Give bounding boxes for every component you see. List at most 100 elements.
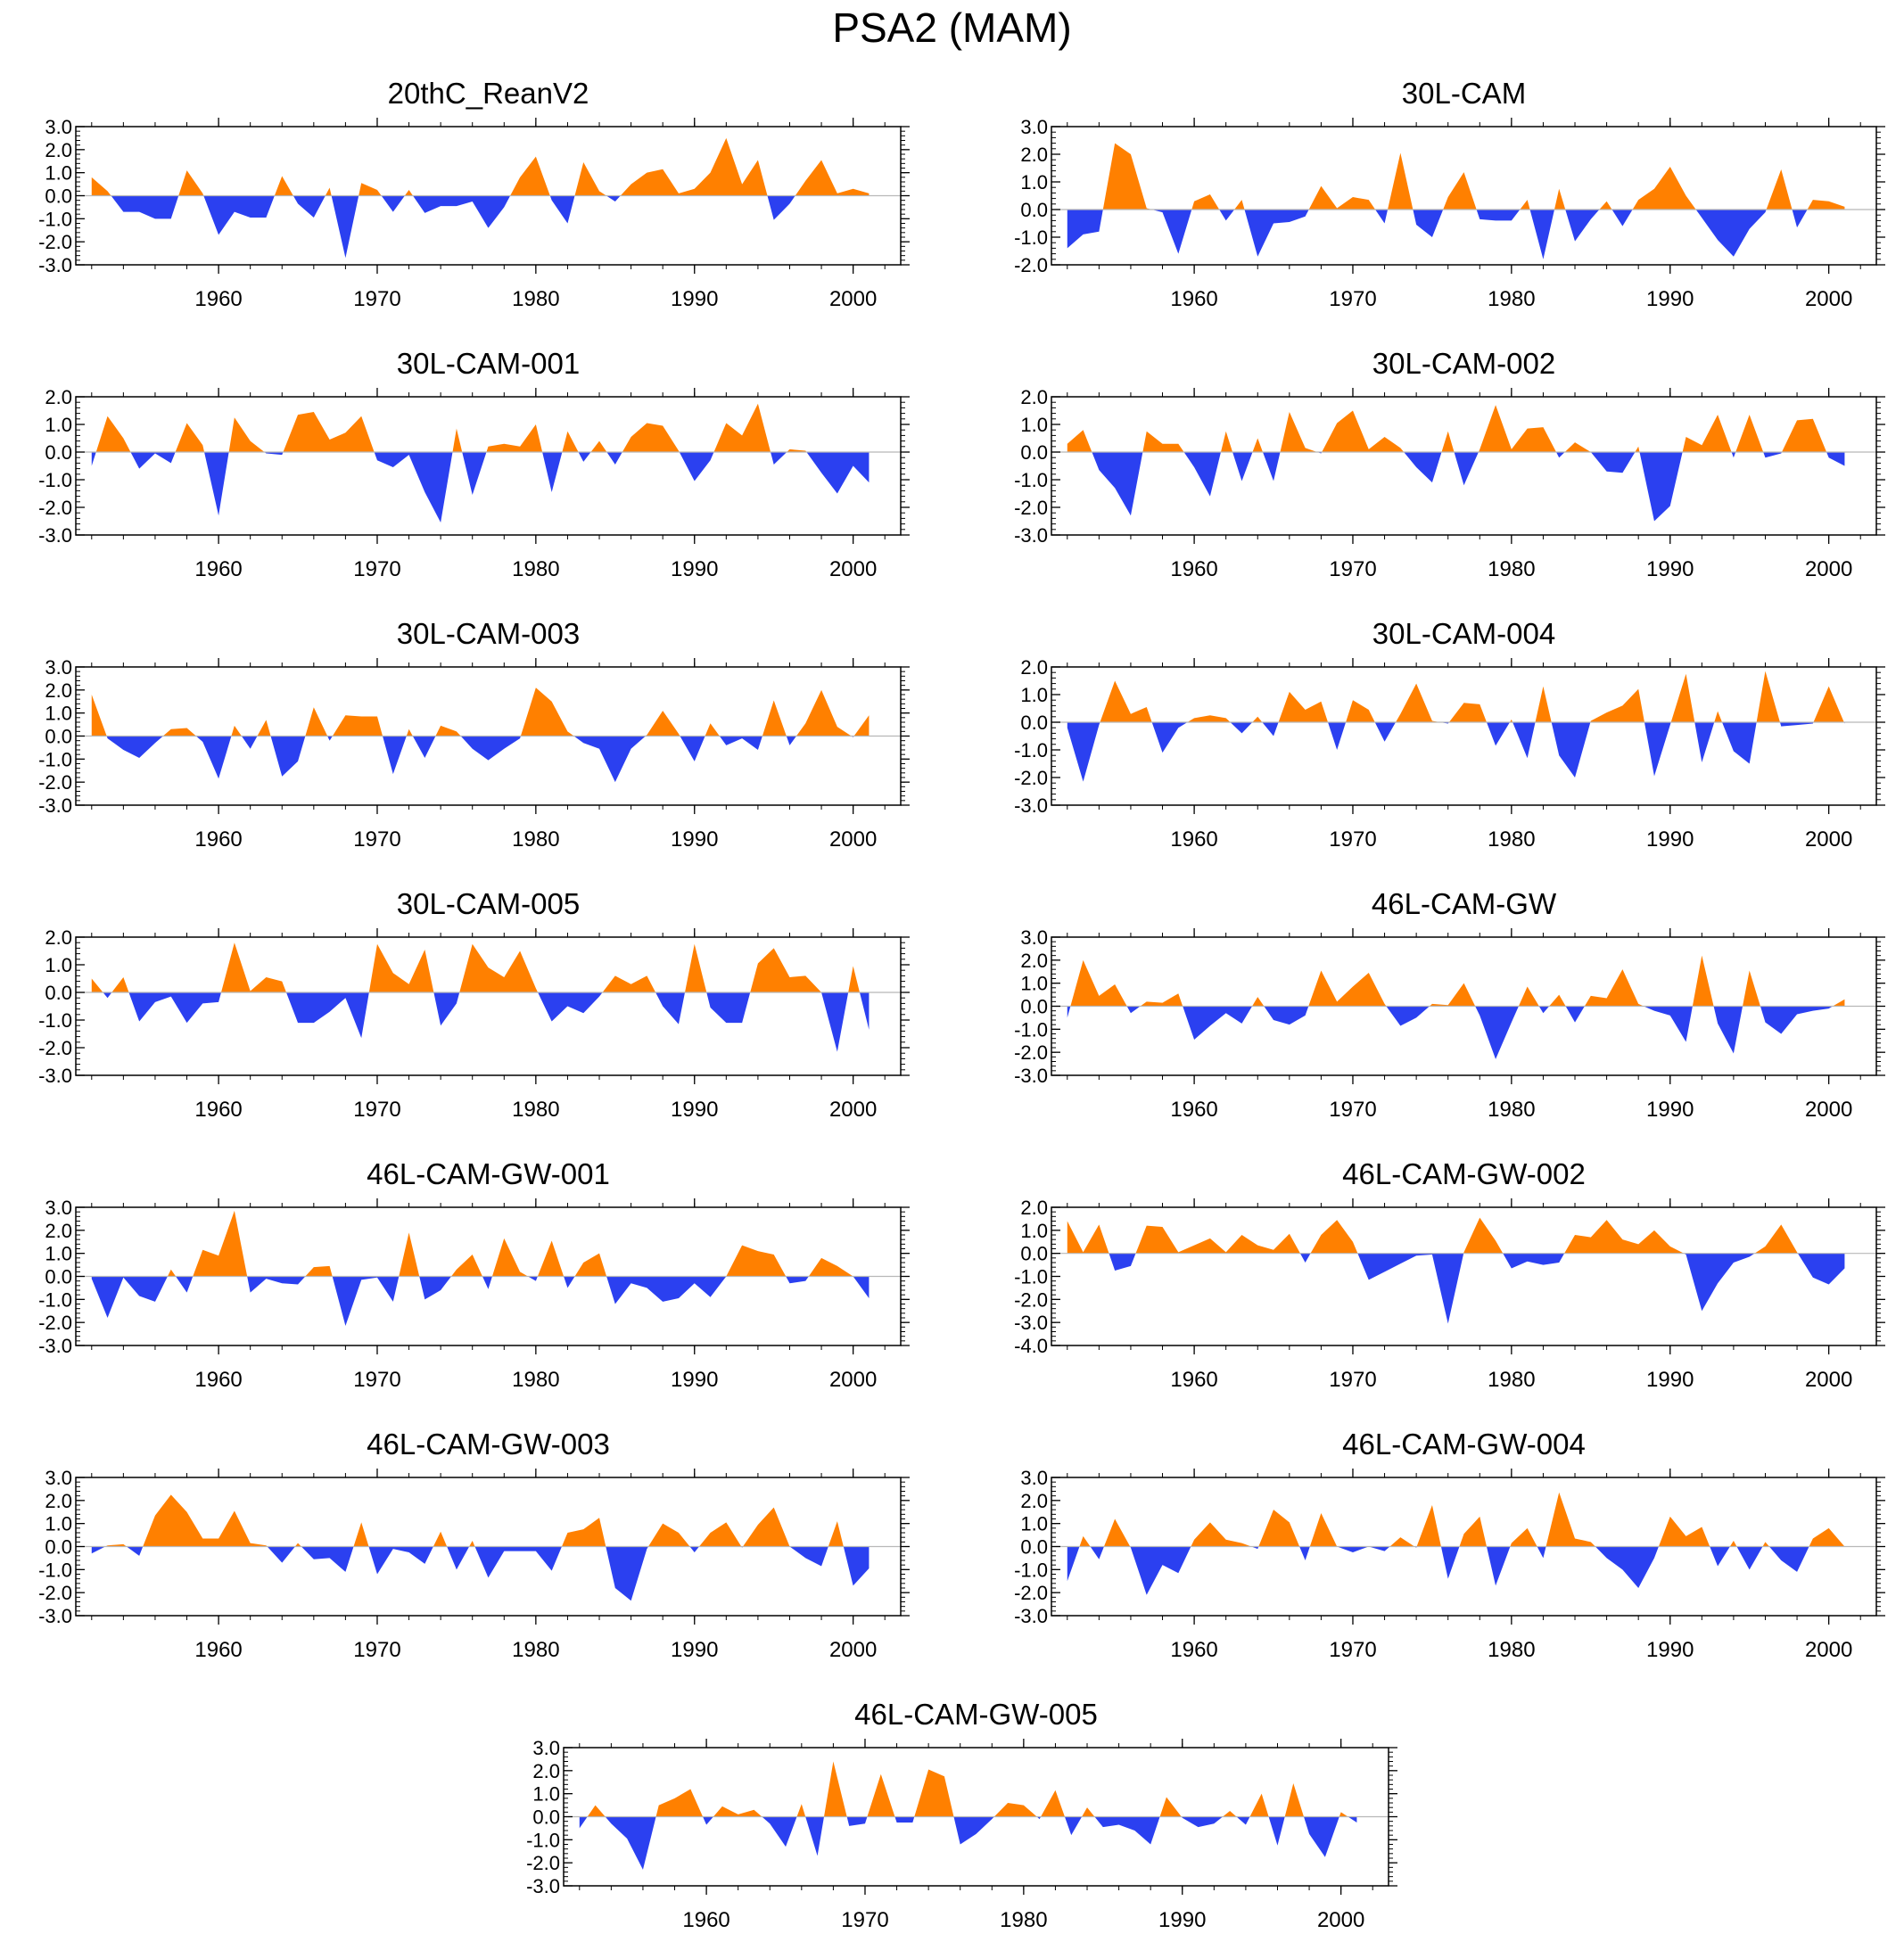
chart-panel: 46L-CAM-GW-005 3.0 2.0 1.0 0.0 -1.0 -2.0 -3.0 19… (488, 1675, 1415, 1942)
y-tick-label: -2.0 (38, 1582, 72, 1604)
y-tick-label: 2.0 (1020, 144, 1048, 166)
chart-panel: 30L-CAM-005 2.0 1.0 0.0 -1.0 -2.0 -3.0 1960 1970… (0, 864, 927, 1131)
negative-area (91, 1546, 870, 1601)
y-tick-label: 3.0 (45, 656, 72, 679)
panel-title: 20thC_ReanV2 (388, 77, 589, 110)
y-tick-label: 1.0 (45, 162, 72, 185)
chart-panel: 30L-CAM-004 2.0 1.0 0.0 -1.0 -2.0 -3.0 1960 1970… (976, 594, 1903, 861)
x-tick-label: 1960 (1170, 827, 1217, 852)
tick-marks (1051, 1469, 1885, 1625)
y-tick-label: 0.0 (1020, 1243, 1048, 1265)
y-tick-label: 0.0 (532, 1806, 560, 1829)
positive-area (579, 1761, 1357, 1817)
negative-area (1067, 1253, 1845, 1324)
tick-marks (1051, 1198, 1885, 1354)
x-tick-label: 2000 (1317, 1908, 1364, 1932)
y-tick-label: 2.0 (45, 926, 72, 949)
x-tick-label: 1990 (1646, 1638, 1694, 1662)
x-tick-label: 1980 (1488, 1368, 1535, 1392)
x-tick-label: 1990 (671, 1638, 718, 1662)
x-tick-label: 1990 (1646, 827, 1694, 852)
chart-panel: 46L-CAM-GW-004 3.0 2.0 1.0 0.0 -1.0 -2.0 -3.0 19… (976, 1404, 1903, 1672)
chart-svg: 46L-CAM-GW-005 3.02.01.00.0-1.0-2.0-3.0 19… (526, 1698, 1397, 1932)
y-tick-label: 2.0 (1020, 1197, 1048, 1219)
x-tick-label: 1980 (1488, 557, 1535, 581)
y-tick-label: 0.0 (1020, 441, 1048, 464)
negative-area (1067, 1546, 1845, 1595)
chart-panel: 46L-CAM-GW-002 2.0 1.0 0.0 -1.0 -2.0 -3.0 -4.0 1… (976, 1134, 1903, 1402)
positive-area (1067, 143, 1845, 210)
positive-area (91, 403, 870, 452)
x-tick-label: 1970 (1329, 1638, 1376, 1662)
y-tick-label: -3.0 (526, 1875, 560, 1897)
y-tick-label: -1.0 (38, 748, 72, 770)
y-tick-label: -2.0 (1014, 1041, 1048, 1064)
chart-svg: 30L-CAM-004 2.0 1.0 0.0 -1.0 -2.0 -3.0 1960 1970… (1014, 617, 1885, 852)
x-tick-label: 1960 (194, 1098, 242, 1122)
tick-marks (76, 388, 910, 544)
y-tick-label: 2.0 (45, 1220, 72, 1242)
y-tick-label: -1.0 (38, 1288, 72, 1311)
negative-area (579, 1816, 1357, 1870)
positive-area (1067, 1492, 1845, 1547)
positive-area (1067, 671, 1845, 722)
chart-svg: 46L-CAM-GW-003 3.02.01.00.0-1.0-2.0-3.0 19… (38, 1428, 910, 1662)
positive-area (1067, 405, 1845, 452)
x-tick-label: 1990 (1646, 1098, 1694, 1122)
positive-area (91, 942, 870, 992)
y-tick-label: -3.0 (38, 524, 72, 547)
y-tick-label: -2.0 (526, 1852, 560, 1874)
chart-svg: 46L-CAM-GW 3.02.01.00.0-1.0-2.0-3.0 1960 19… (1014, 887, 1885, 1122)
y-tick-label: 1.0 (1020, 414, 1048, 436)
x-tick-label: 2000 (829, 1368, 877, 1392)
y-tick-label: 3.0 (532, 1737, 560, 1759)
panel-title: 46L-CAM-GW (1372, 887, 1557, 920)
x-tick-label: 1990 (1158, 1908, 1206, 1932)
x-tick-label: 1980 (512, 1098, 559, 1122)
y-tick-label: -2.0 (38, 497, 72, 519)
x-tick-label: 1980 (1488, 827, 1535, 852)
y-tick-label: -2.0 (1014, 497, 1048, 519)
chart-svg: 46L-CAM-GW-001 3.02.01.00.0-1.0-2.0-3.0 19… (38, 1157, 910, 1392)
panel-title: 30L-CAM-002 (1372, 347, 1555, 380)
y-tick-label: 0.0 (1020, 1536, 1048, 1559)
y-tick-label: -1.0 (38, 469, 72, 491)
y-tick-label: 2.0 (45, 139, 72, 161)
tick-marks (76, 1469, 910, 1625)
x-tick-label: 1980 (512, 1368, 559, 1392)
chart-panel: 46L-CAM-GW-003 3.0 2.0 1.0 0.0 -1.0 -2.0 -3.0 19… (0, 1404, 927, 1672)
x-tick-label: 1960 (194, 1368, 242, 1392)
x-tick-label: 1990 (1646, 1368, 1694, 1392)
y-tick-label: -3.0 (38, 254, 72, 276)
panel-title: 30L-CAM-003 (397, 617, 580, 650)
x-tick-label: 1960 (194, 827, 242, 852)
y-tick-label: 1.0 (1020, 1513, 1048, 1535)
y-tick-label: -2.0 (1014, 767, 1048, 789)
y-tick-label: -1.0 (38, 1009, 72, 1032)
x-tick-label: 2000 (1805, 287, 1852, 311)
panel-title: 46L-CAM-GW-003 (367, 1428, 610, 1461)
y-tick-label: -3.0 (38, 794, 72, 817)
negative-area (1067, 452, 1845, 522)
plot-frame (75, 936, 902, 1076)
chart-svg: 30L-CAM 3.0 2.0 1.0 0.0 -1.0 -2.0 1960 1970 1980 1… (1014, 77, 1885, 311)
x-tick-label: 1970 (353, 1098, 400, 1122)
chart-svg: 30L-CAM-001 2.0 1.0 0.0 -1.0 -2.0 -3.0 1960 1970… (38, 347, 910, 581)
chart-panel: 46L-CAM-GW-001 3.0 2.0 1.0 0.0 -1.0 -2.0 -3.0 19… (0, 1134, 927, 1402)
x-tick-label: 1990 (671, 557, 718, 581)
y-tick-label: -2.0 (38, 231, 72, 253)
y-tick-label: 2.0 (45, 386, 72, 408)
x-tick-label: 1970 (1329, 1368, 1376, 1392)
y-tick-label: 0.0 (45, 441, 72, 464)
panel-title: 30L-CAM-005 (397, 887, 580, 920)
y-tick-label: -2.0 (1014, 1288, 1048, 1311)
x-tick-label: 1980 (1000, 1908, 1047, 1932)
y-tick-label: -3.0 (1014, 1312, 1048, 1334)
x-tick-label: 1980 (1488, 287, 1535, 311)
x-tick-label: 1980 (512, 557, 559, 581)
x-tick-label: 1990 (671, 827, 718, 852)
x-tick-label: 2000 (829, 1638, 877, 1662)
y-tick-label: -3.0 (1014, 794, 1048, 817)
y-tick-label: 0.0 (45, 982, 72, 1004)
x-tick-label: 1980 (1488, 1098, 1535, 1122)
